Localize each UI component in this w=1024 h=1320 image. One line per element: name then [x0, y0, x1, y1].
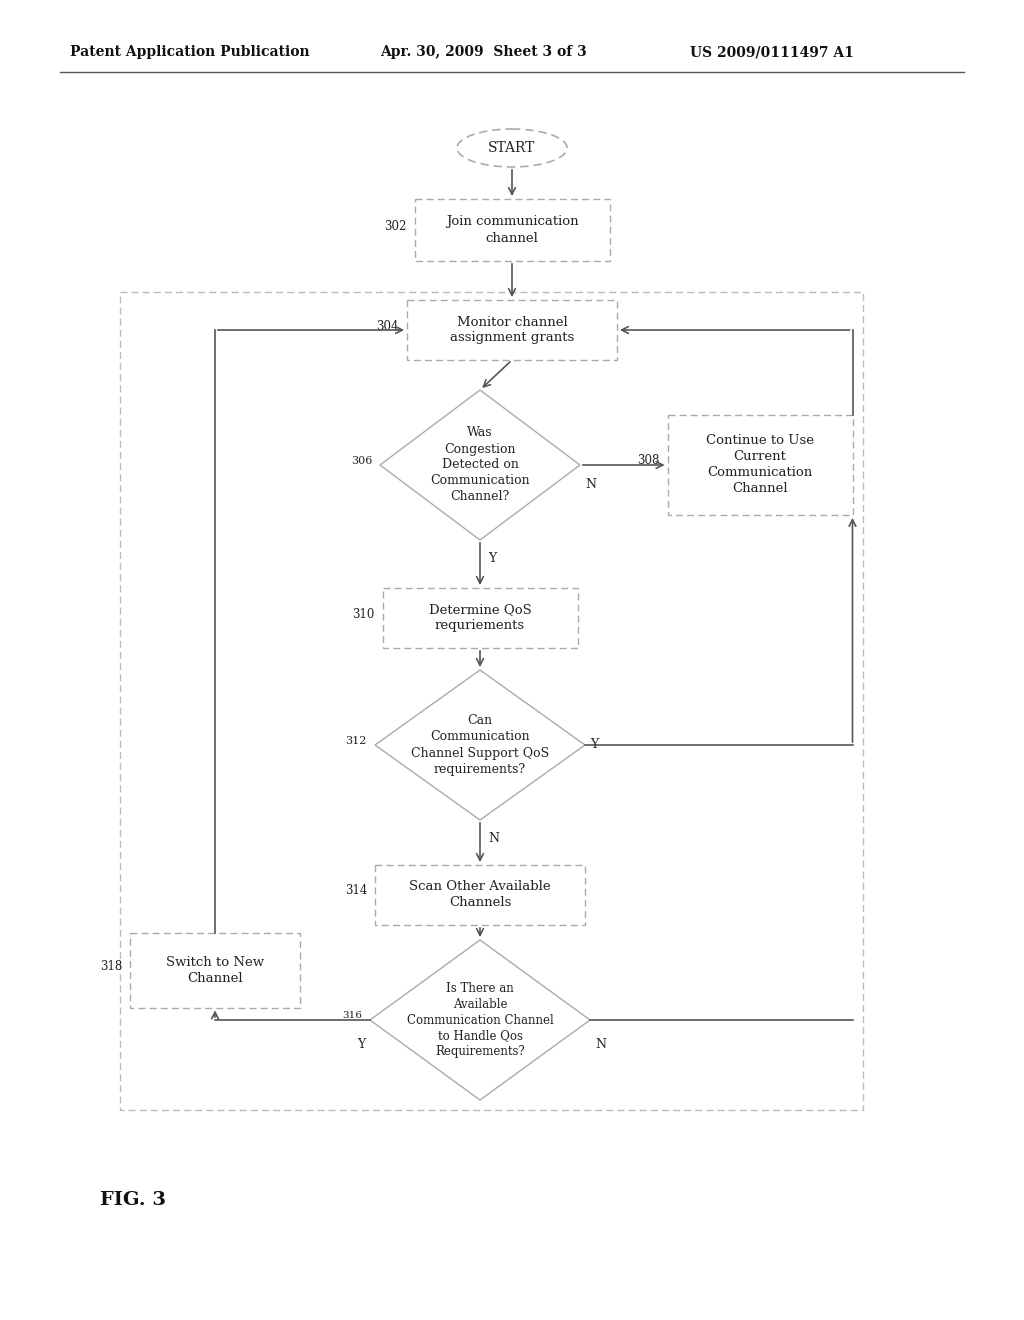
FancyBboxPatch shape	[130, 932, 300, 1007]
Ellipse shape	[457, 129, 567, 168]
Text: Patent Application Publication: Patent Application Publication	[70, 45, 309, 59]
Text: 310: 310	[352, 607, 375, 620]
Text: 314: 314	[345, 884, 367, 898]
Text: Scan Other Available
Channels: Scan Other Available Channels	[410, 880, 551, 909]
Text: 316: 316	[342, 1011, 362, 1020]
Text: Y: Y	[488, 552, 497, 565]
Polygon shape	[375, 671, 585, 820]
Text: 304: 304	[377, 319, 399, 333]
Text: Y: Y	[356, 1039, 365, 1052]
Text: Was
Congestion
Detected on
Communication
Channel?: Was Congestion Detected on Communication…	[430, 426, 529, 503]
Text: Is There an
Available
Communication Channel
to Handle Qos
Requirements?: Is There an Available Communication Chan…	[407, 982, 553, 1059]
Text: 308: 308	[637, 454, 659, 467]
Text: US 2009/0111497 A1: US 2009/0111497 A1	[690, 45, 854, 59]
Text: 312: 312	[346, 737, 367, 746]
Text: Can
Communication
Channel Support QoS
requirements?: Can Communication Channel Support QoS re…	[411, 714, 549, 776]
Text: FIG. 3: FIG. 3	[100, 1191, 166, 1209]
Text: 318: 318	[99, 960, 122, 973]
FancyBboxPatch shape	[668, 414, 853, 515]
Polygon shape	[380, 389, 580, 540]
Text: N: N	[488, 832, 499, 845]
Text: N: N	[595, 1039, 606, 1052]
Text: Monitor channel
assignment grants: Monitor channel assignment grants	[450, 315, 574, 345]
Text: Y: Y	[590, 738, 598, 751]
Text: Apr. 30, 2009  Sheet 3 of 3: Apr. 30, 2009 Sheet 3 of 3	[380, 45, 587, 59]
Text: START: START	[488, 141, 536, 154]
Text: 306: 306	[350, 455, 372, 466]
FancyBboxPatch shape	[375, 865, 585, 925]
Text: N: N	[585, 479, 596, 491]
Text: Switch to New
Channel: Switch to New Channel	[166, 956, 264, 985]
Text: Join communication
channel: Join communication channel	[445, 215, 579, 244]
FancyBboxPatch shape	[415, 199, 609, 261]
Text: 302: 302	[384, 219, 407, 232]
Text: Continue to Use
Current
Communication
Channel: Continue to Use Current Communication Ch…	[706, 434, 814, 495]
FancyBboxPatch shape	[383, 587, 578, 648]
FancyBboxPatch shape	[407, 300, 617, 360]
Polygon shape	[370, 940, 590, 1100]
Text: Determine QoS
requriements: Determine QoS requriements	[429, 603, 531, 632]
